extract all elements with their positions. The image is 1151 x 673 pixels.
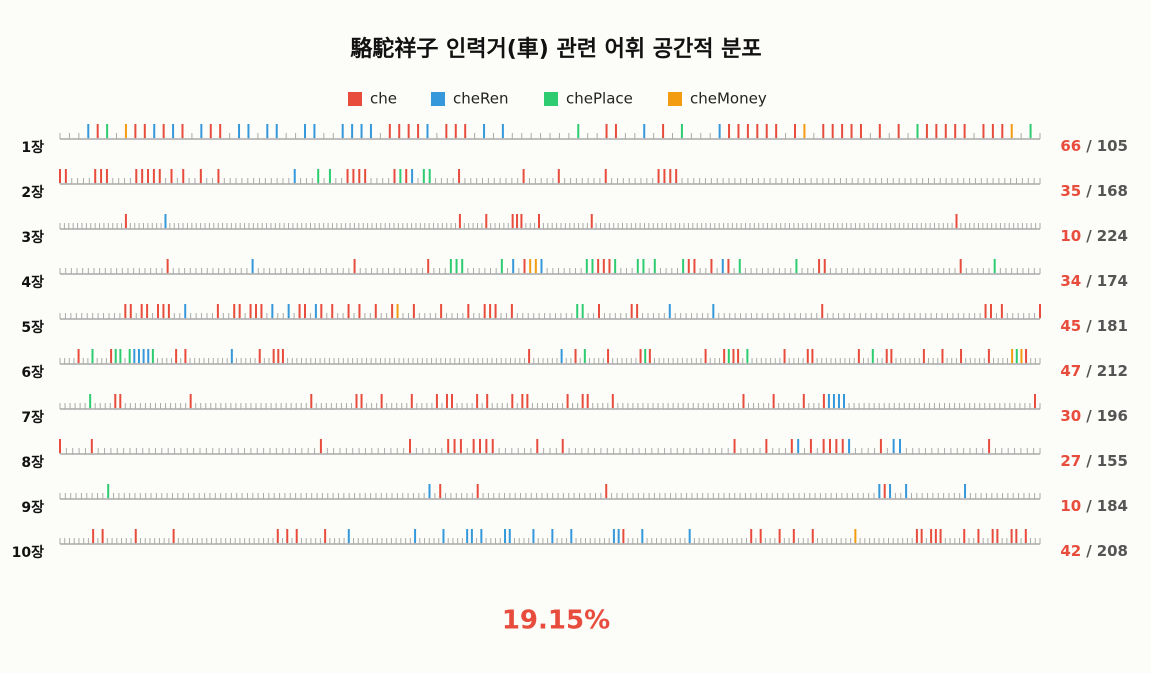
count-value: 10 bbox=[1060, 227, 1081, 245]
total-value: 224 bbox=[1097, 227, 1128, 245]
legend-swatch bbox=[668, 92, 682, 106]
count-value: 34 bbox=[1060, 272, 1081, 290]
chapter-label: 10장 bbox=[12, 544, 44, 561]
count-separator: / bbox=[1086, 542, 1092, 560]
count-label: 10 / 184 bbox=[1060, 497, 1128, 515]
chapter-label: 7장 bbox=[21, 409, 44, 426]
count-label: 35 / 168 bbox=[1060, 182, 1128, 200]
total-value: 168 bbox=[1097, 182, 1128, 200]
chapter-label: 4장 bbox=[21, 274, 44, 291]
count-label: 10 / 224 bbox=[1060, 227, 1128, 245]
chapter-label: 9장 bbox=[21, 499, 44, 516]
legend-label: cheMoney bbox=[690, 90, 767, 108]
chapter-label: 1장 bbox=[21, 139, 44, 156]
chapter-label: 8장 bbox=[21, 454, 44, 471]
count-separator: / bbox=[1086, 272, 1092, 290]
count-value: 10 bbox=[1060, 497, 1081, 515]
legend-swatch bbox=[544, 92, 558, 106]
count-value: 35 bbox=[1060, 182, 1081, 200]
count-label: 42 / 208 bbox=[1060, 542, 1128, 560]
total-value: 184 bbox=[1097, 497, 1128, 515]
total-value: 208 bbox=[1097, 542, 1128, 560]
summary-value: 19.15% bbox=[502, 606, 610, 636]
total-value: 155 bbox=[1097, 452, 1128, 470]
count-separator: / bbox=[1086, 137, 1092, 155]
legend-label: cheRen bbox=[453, 90, 508, 108]
legend-label: che bbox=[370, 90, 397, 108]
count-value: 47 bbox=[1060, 362, 1081, 380]
count-value: 45 bbox=[1060, 317, 1081, 335]
total-value: 174 bbox=[1097, 272, 1128, 290]
count-separator: / bbox=[1086, 227, 1092, 245]
total-value: 212 bbox=[1097, 362, 1128, 380]
total-value: 196 bbox=[1097, 407, 1128, 425]
count-label: 30 / 196 bbox=[1060, 407, 1128, 425]
chapter-label: 6장 bbox=[21, 364, 44, 381]
count-value: 66 bbox=[1060, 137, 1081, 155]
count-value: 42 bbox=[1060, 542, 1081, 560]
count-label: 34 / 174 bbox=[1060, 272, 1128, 290]
count-label: 45 / 181 bbox=[1060, 317, 1128, 335]
chapter-label: 5장 bbox=[21, 319, 44, 336]
chapter-label: 3장 bbox=[21, 229, 44, 246]
count-separator: / bbox=[1086, 362, 1092, 380]
count-separator: / bbox=[1086, 452, 1092, 470]
count-separator: / bbox=[1086, 182, 1092, 200]
legend-swatch bbox=[348, 92, 362, 106]
count-separator: / bbox=[1086, 497, 1092, 515]
total-value: 181 bbox=[1097, 317, 1128, 335]
legend-label: chePlace bbox=[566, 90, 633, 108]
chart-title: 駱駝祥子 인력거(車) 관련 어휘 공간적 분포 bbox=[350, 36, 761, 62]
count-value: 30 bbox=[1060, 407, 1081, 425]
count-separator: / bbox=[1086, 407, 1092, 425]
count-label: 47 / 212 bbox=[1060, 362, 1128, 380]
count-separator: / bbox=[1086, 317, 1092, 335]
count-label: 66 / 105 bbox=[1060, 137, 1128, 155]
count-label: 27 / 155 bbox=[1060, 452, 1128, 470]
total-value: 105 bbox=[1097, 137, 1128, 155]
legend-swatch bbox=[431, 92, 445, 106]
chapter-label: 2장 bbox=[21, 184, 44, 201]
count-value: 27 bbox=[1060, 452, 1081, 470]
